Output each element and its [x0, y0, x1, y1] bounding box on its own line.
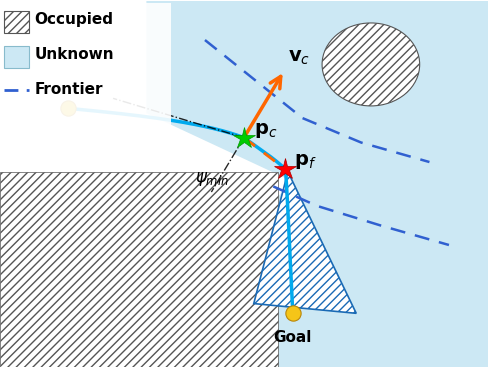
Text: Goal: Goal [274, 330, 312, 346]
Text: Unknown: Unknown [34, 47, 114, 62]
FancyBboxPatch shape [0, 3, 171, 145]
FancyBboxPatch shape [4, 11, 29, 33]
Text: Occupied: Occupied [34, 12, 113, 27]
Text: $\mathbf{v}_c$: $\mathbf{v}_c$ [288, 48, 310, 67]
Polygon shape [254, 172, 356, 313]
FancyBboxPatch shape [4, 46, 29, 68]
Ellipse shape [322, 23, 420, 106]
Text: $\psi_{min}$: $\psi_{min}$ [195, 170, 229, 188]
Polygon shape [146, 1, 488, 294]
Polygon shape [273, 181, 488, 367]
Polygon shape [0, 172, 278, 367]
Text: $\mathbf{p}_c$: $\mathbf{p}_c$ [254, 121, 277, 140]
Text: $\mathbf{p}_f$: $\mathbf{p}_f$ [294, 152, 317, 171]
Text: Frontier: Frontier [34, 82, 102, 97]
